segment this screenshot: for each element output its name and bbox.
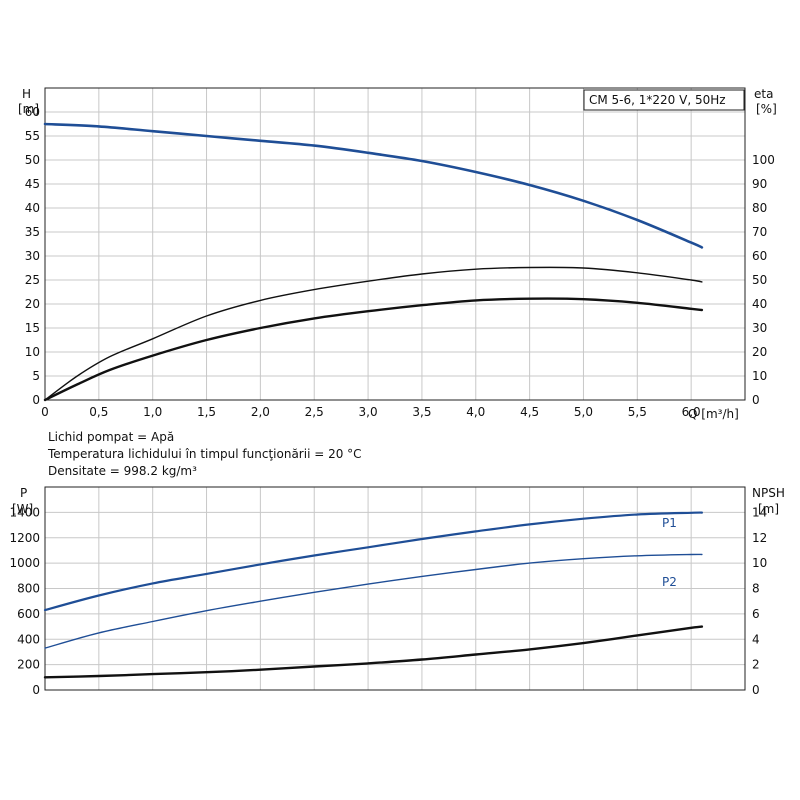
- bottom-y-right-tick: 6: [752, 607, 760, 621]
- top-y-right-tick: 40: [752, 297, 767, 311]
- top-y-left-tick: 0: [32, 393, 40, 407]
- top-y-left-tick: 45: [25, 177, 40, 191]
- bottom-series-line-2: [43, 625, 704, 679]
- bottom-plot-frame: [44, 486, 746, 691]
- x-tick-label: 5,5: [628, 405, 647, 419]
- x-tick-label: 6,0: [682, 405, 701, 419]
- top-y-right-tick: 100: [752, 153, 775, 167]
- top-chart-grid: [44, 87, 746, 401]
- x-tick-label: 4,5: [520, 405, 539, 419]
- legend-box-label: CM 5-6, 1*220 V, 50Hz: [589, 93, 726, 107]
- top-series-line-1: [44, 266, 703, 401]
- bottom-y-left-tick: 400: [17, 632, 40, 646]
- bottom-y-right-tick: 2: [752, 658, 760, 672]
- x-tick-label: 0: [41, 405, 49, 419]
- top-y-right-tick: 50: [752, 273, 767, 287]
- bottom-y-right-tick: 0: [752, 683, 760, 697]
- top-y-left-tick: 60: [25, 105, 40, 119]
- fluid-note: Lichid pompat = Apă: [48, 430, 175, 444]
- top-y-left-tick: 35: [25, 225, 40, 239]
- top-y-left-tick: 5: [32, 369, 40, 383]
- x-tick-label: 0,5: [89, 405, 108, 419]
- series-label-p2: P2: [662, 575, 677, 589]
- top-y-left-tick: 10: [25, 345, 40, 359]
- top-y-right-unit: [%]: [756, 102, 777, 116]
- x-tick-label: 5,0: [574, 405, 593, 419]
- top-y-right-tick: 70: [752, 225, 767, 239]
- top-y-right-label: eta: [754, 87, 773, 101]
- bottom-y-left-unit: [W]: [12, 502, 33, 516]
- bottom-y-right-tick: 10: [752, 556, 767, 570]
- bottom-y-right-unit: [m]: [758, 502, 779, 516]
- top-x-label: Q [m³/h]: [688, 407, 739, 421]
- top-chart-series: [43, 122, 704, 402]
- bottom-chart-grid: [44, 486, 746, 691]
- bottom-y-right-label: NPSH: [752, 486, 785, 500]
- x-tick-label: 3,0: [359, 405, 378, 419]
- series-label-p1: P1: [662, 516, 677, 530]
- top-y-left-tick: 30: [25, 249, 40, 263]
- bottom-y-right-tick: 4: [752, 632, 760, 646]
- top-plot-frame: [44, 87, 746, 401]
- bottom-chart-series: [43, 511, 704, 679]
- bottom-y-right-tick: 8: [752, 582, 760, 596]
- tick-labels: 0510152025303540455055600102030405060708…: [9, 105, 774, 697]
- x-tick-label: 1,0: [143, 405, 162, 419]
- x-tick-label: 1,5: [197, 405, 216, 419]
- x-tick-label: 3,5: [412, 405, 431, 419]
- top-y-right-tick: 0: [752, 393, 760, 407]
- top-y-right-tick: 80: [752, 201, 767, 215]
- top-y-right-tick: 30: [752, 321, 767, 335]
- top-y-left-tick: 50: [25, 153, 40, 167]
- temperature-note: Temperatura lichidului în timpul funcţio…: [48, 447, 362, 461]
- top-y-right-tick: 60: [752, 249, 767, 263]
- bottom-y-left-tick: 600: [17, 607, 40, 621]
- top-series-line-0: [43, 122, 704, 249]
- top-y-left-unit: [m]: [18, 102, 39, 116]
- density-note: Densitate = 998.2 kg/m³: [48, 464, 197, 478]
- bottom-y-left-label: P: [20, 486, 27, 500]
- top-y-left-tick: 15: [25, 321, 40, 335]
- bottom-series-line-1: [44, 553, 703, 649]
- top-y-left-tick: 55: [25, 129, 40, 143]
- bottom-y-right-tick: 12: [752, 531, 767, 545]
- legend-box: [583, 89, 745, 111]
- top-y-right-tick: 10: [752, 369, 767, 383]
- top-y-right-tick: 20: [752, 345, 767, 359]
- bottom-series-line-0: [43, 511, 703, 612]
- bottom-y-left-tick: 0: [32, 683, 40, 697]
- bottom-y-right-tick: 14: [752, 505, 767, 519]
- bottom-y-left-tick: 1000: [9, 556, 40, 570]
- top-y-left-tick: 25: [25, 273, 40, 287]
- bottom-y-left-tick: 800: [17, 582, 40, 596]
- x-tick-label: 2,0: [251, 405, 270, 419]
- top-y-left-tick: 20: [25, 297, 40, 311]
- bottom-y-left-tick: 200: [17, 658, 40, 672]
- bottom-y-left-tick: 1400: [9, 505, 40, 519]
- top-y-right-tick: 90: [752, 177, 767, 191]
- bottom-y-left-tick: 1200: [9, 531, 40, 545]
- top-series-line-2: [43, 297, 704, 402]
- top-y-left-tick: 40: [25, 201, 40, 215]
- top-y-left-label: H: [22, 87, 31, 101]
- x-tick-label: 2,5: [305, 405, 324, 419]
- x-tick-label: 4,0: [466, 405, 485, 419]
